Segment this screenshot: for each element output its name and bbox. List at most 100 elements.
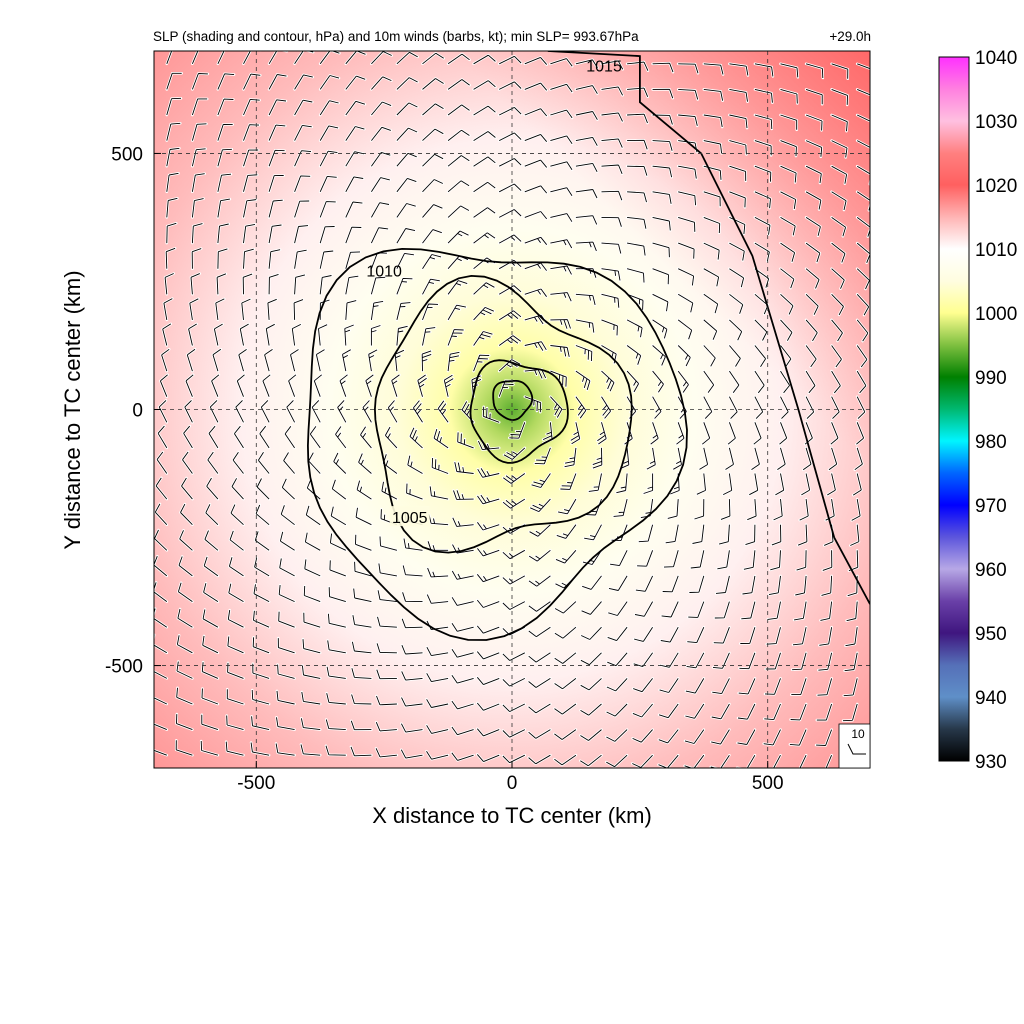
wind-barb [743, 550, 756, 570]
wind-barb [326, 693, 346, 705]
wind-barb [159, 374, 168, 397]
wind-barb [585, 498, 602, 516]
wind-barb [429, 486, 449, 500]
wind-barb [528, 754, 551, 765]
wind-barb [325, 719, 346, 731]
wind-barb [831, 370, 841, 394]
wind-barb [848, 550, 859, 572]
wind-barb [371, 151, 391, 167]
wind-barb [301, 665, 321, 679]
wind-barb [454, 462, 474, 474]
wind-barb [236, 374, 245, 397]
wind-barb [646, 447, 656, 470]
wind-barb [524, 56, 548, 65]
wind-barb [256, 478, 270, 500]
wind-barb [661, 601, 679, 618]
wind-barb [182, 451, 193, 474]
wind-barb [729, 293, 744, 314]
wind-barb [179, 530, 193, 551]
wind-barb [213, 323, 223, 346]
wind-barb [447, 205, 470, 218]
wind-barb [378, 563, 397, 577]
wind-barb [304, 532, 321, 551]
wind-barb [345, 300, 357, 320]
x-axis-label: X distance to TC center (km) [372, 803, 652, 828]
wind-barb [627, 165, 648, 176]
wind-barb [763, 729, 781, 746]
wind-barb [354, 561, 372, 577]
wind-barb [276, 690, 295, 705]
wind-barb [358, 453, 372, 474]
wind-barb [729, 242, 745, 261]
contour-995 [492, 380, 534, 421]
wind-barb [447, 304, 466, 321]
wind-barb [251, 716, 270, 731]
wind-barb [831, 140, 848, 158]
wind-barb [254, 531, 270, 551]
wind-barb [396, 77, 418, 90]
wind-barb [243, 248, 254, 269]
wind-barb [665, 524, 679, 544]
wind-barb [473, 181, 496, 193]
wind-barb [692, 524, 705, 544]
wind-barb [805, 63, 824, 79]
wind-barb [250, 742, 270, 756]
wind-barb [370, 300, 384, 320]
wind-barb [741, 601, 756, 620]
wind-barb [330, 506, 347, 526]
wind-barb [368, 349, 378, 372]
wind-barb [242, 273, 253, 295]
wind-barb [294, 99, 313, 116]
wind-barb [792, 627, 807, 646]
wind-barb [498, 158, 522, 167]
wind-barb [303, 612, 321, 628]
wind-barb [202, 609, 219, 628]
wind-barb [371, 51, 392, 65]
wind-barb [447, 351, 460, 372]
wind-barb [677, 293, 694, 313]
wind-barb [601, 216, 622, 227]
wind-barb [627, 191, 647, 203]
wind-barb [575, 59, 598, 69]
wind-barb [303, 585, 321, 603]
wind-barb [154, 697, 167, 705]
wind-barb [822, 550, 833, 571]
wind-barb [607, 652, 628, 667]
wind-barb [667, 499, 679, 519]
wind-barb [678, 165, 697, 179]
wind-barb [789, 729, 807, 746]
wind-barb [780, 114, 798, 130]
wind-barb [554, 678, 577, 690]
wind-barb [201, 662, 219, 679]
wind-barb [351, 694, 372, 705]
wind-barb [550, 396, 563, 418]
wind-barb [154, 723, 167, 731]
wind-barb [294, 249, 307, 269]
wind-barb [319, 100, 339, 116]
wind-barb [627, 139, 648, 150]
wind-barb [238, 349, 247, 372]
wind-barb [401, 645, 423, 655]
wind-barb [780, 165, 797, 183]
wind-barb [268, 124, 286, 141]
wind-barb [805, 319, 818, 342]
wind-barb [166, 172, 179, 192]
wind-barb [737, 729, 756, 745]
wind-barb [376, 643, 397, 654]
wind-barb [754, 319, 768, 341]
wind-barb [739, 652, 756, 670]
wind-barb [426, 699, 449, 708]
wind-barb [268, 249, 281, 269]
wind-barb [154, 608, 168, 628]
wind-barb [856, 345, 868, 368]
wind-barb [473, 207, 496, 218]
wind-barb [601, 370, 615, 392]
wind-barb [797, 524, 808, 546]
wind-barb [580, 729, 602, 741]
wind-barb [764, 678, 781, 695]
wind-barb [729, 345, 741, 367]
wind-barb [643, 473, 654, 494]
contour-1005 [373, 274, 633, 554]
wind-barb [831, 191, 847, 211]
